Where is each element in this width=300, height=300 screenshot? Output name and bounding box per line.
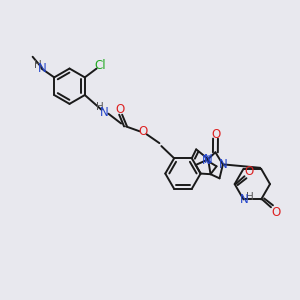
Text: N: N: [100, 106, 109, 119]
Text: N: N: [240, 193, 249, 206]
Text: O: O: [138, 125, 147, 138]
Text: H: H: [96, 102, 104, 112]
Text: H: H: [247, 192, 254, 203]
Text: Cl: Cl: [95, 59, 106, 72]
Text: O: O: [245, 165, 254, 178]
Text: O: O: [271, 206, 280, 219]
Text: N: N: [218, 158, 227, 171]
Text: H: H: [34, 60, 41, 70]
Text: N: N: [38, 62, 47, 75]
Text: N: N: [204, 152, 212, 166]
Text: O: O: [116, 103, 125, 116]
Text: O: O: [211, 128, 220, 141]
Text: N: N: [202, 154, 211, 167]
